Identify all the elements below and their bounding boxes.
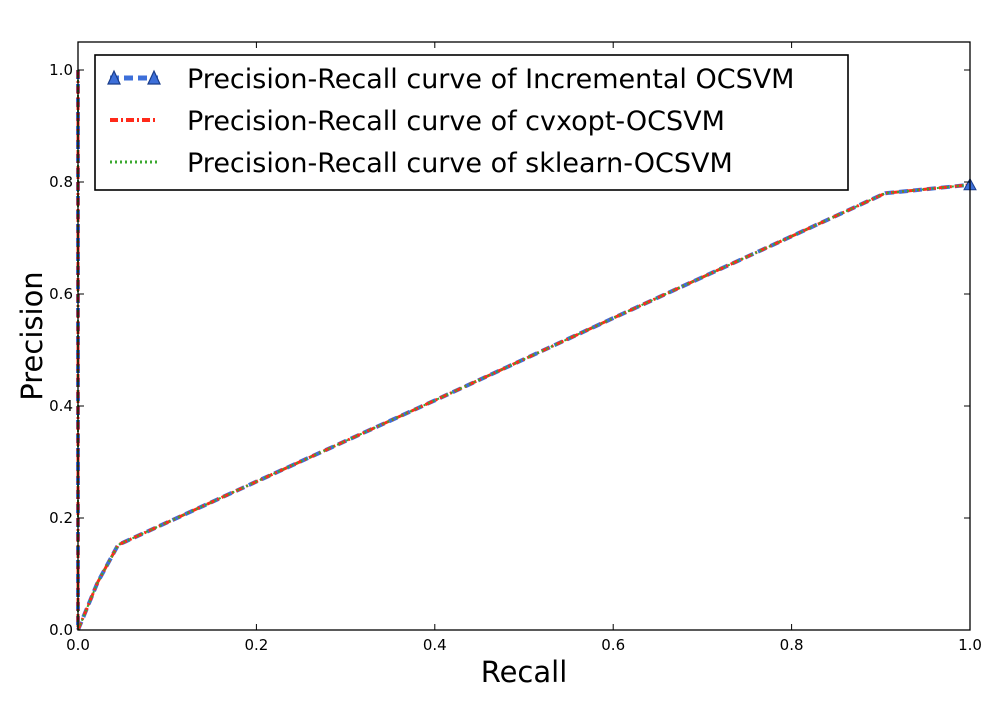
y-tick-label: 0.0 — [49, 621, 73, 639]
y-tick-label: 0.2 — [49, 509, 73, 527]
y-tick-label: 0.4 — [49, 397, 73, 415]
x-tick-label: 0.2 — [244, 636, 268, 654]
legend-label-1: Precision-Recall curve of cvxopt-OCSVM — [187, 106, 725, 137]
legend-label-0: Precision-Recall curve of Incremental OC… — [187, 64, 794, 95]
ticks-layer: 0.0 0.2 0.4 0.6 0.8 1.0 0.0 0.2 0.4 0.6 0.8 1.0 — [49, 42, 982, 654]
legend-box — [94, 54, 849, 191]
y-axis-label: Precision — [15, 271, 49, 400]
y-tick-label: 0.6 — [49, 285, 73, 303]
legend-label-2: Precision-Recall curve of sklearn-OCSVM — [187, 148, 733, 179]
x-tick-label: 0.8 — [780, 636, 804, 654]
x-axis-label: Recall — [481, 655, 568, 689]
legend-marker-icon — [147, 69, 161, 85]
x-tick-label: 0.4 — [423, 636, 447, 654]
x-tick-label: 1.0 — [958, 636, 982, 654]
y-tick-label: 1.0 — [49, 61, 73, 79]
legend-marker-icon — [107, 69, 121, 85]
x-tick-label: 0.6 — [601, 636, 625, 654]
x-tick-label: 0.0 — [66, 636, 90, 654]
legend: Precision-Recall curve of Incremental OC… — [94, 54, 849, 191]
y-tick-label: 0.8 — [49, 173, 73, 191]
series-line-2 — [77, 70, 971, 631]
plot-frame — [77, 41, 971, 631]
